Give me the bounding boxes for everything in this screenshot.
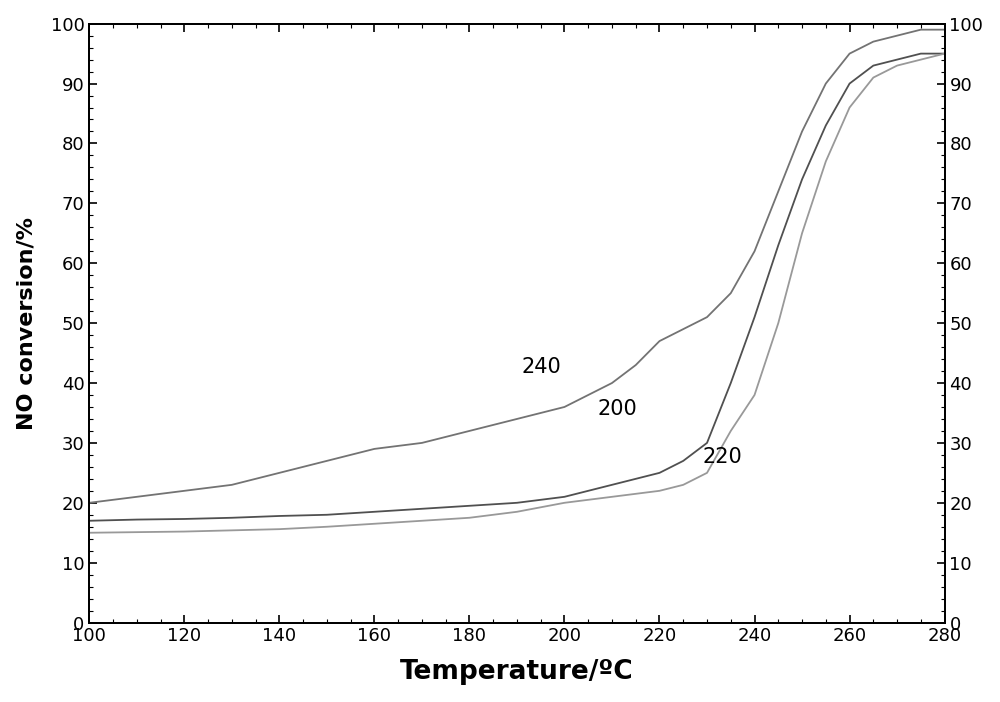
X-axis label: Temperature/ºC: Temperature/ºC: [400, 659, 634, 685]
Text: 240: 240: [522, 357, 561, 377]
Text: 220: 220: [702, 447, 742, 467]
Y-axis label: NO conversion/%: NO conversion/%: [17, 217, 37, 430]
Text: 200: 200: [598, 399, 637, 419]
